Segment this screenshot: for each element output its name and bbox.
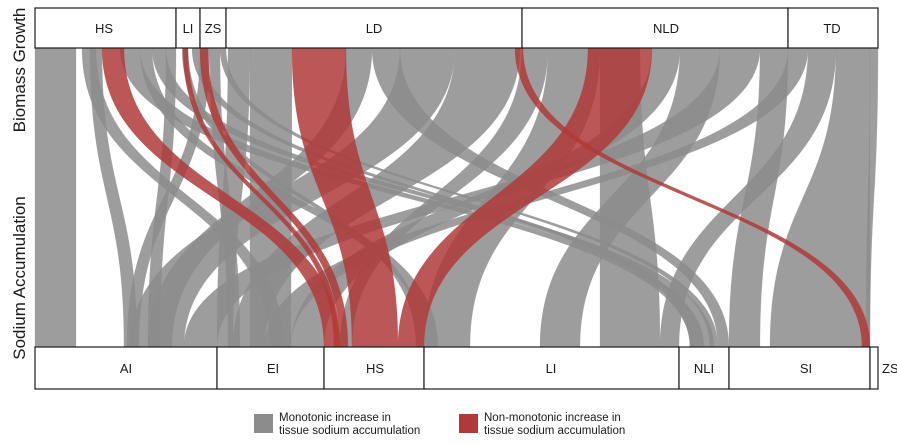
top-category-ld: LD	[225, 7, 523, 49]
bottom-category-label: NLI	[694, 361, 714, 376]
bottom-category-nli: NLI	[678, 346, 730, 390]
top-category-zs: ZS	[199, 7, 227, 49]
bottom-categories: AI EI HS LI NLI SI ZS	[34, 346, 897, 390]
top-category-td: TD	[787, 7, 879, 49]
top-category-label: TD	[823, 21, 840, 36]
bottom-category-label: EI	[267, 361, 279, 376]
monotonic-flows	[34, 47, 879, 348]
bottom-category-label: HS	[366, 361, 384, 376]
legend-non-monotonic: Non-monotonic increase in tissue sodium …	[459, 412, 664, 438]
top-category-li: LI	[175, 7, 201, 49]
bottom-category-hs: HS	[323, 346, 425, 390]
top-category-hs: HS	[34, 7, 177, 49]
top-category-label: NLD	[653, 21, 679, 36]
top-category-label: LD	[366, 21, 383, 36]
bottom-category-ai: AI	[34, 346, 218, 390]
legend-monotonic-line1: Monotonic increase in	[279, 412, 391, 424]
bottom-category-zs: ZS	[869, 346, 897, 390]
top-category-label: HS	[95, 21, 113, 36]
top-categories: HS LI ZS LD NLD TD	[34, 7, 879, 49]
bottom-category-label: SI	[800, 361, 812, 376]
top-category-label: LI	[183, 21, 194, 36]
bottom-category-label: LI	[546, 361, 557, 376]
top-axis-label: Biomass Growth	[10, 8, 29, 133]
bottom-category-ei: EI	[216, 346, 325, 390]
monotonic-flow	[34, 47, 77, 348]
bottom-category-label: AI	[120, 361, 132, 376]
bottom-category-li: LI	[423, 346, 680, 390]
legend-non-monotonic-line2: tissue sodium accumulation	[484, 425, 626, 437]
top-category-label: ZS	[205, 21, 222, 36]
legend-monotonic: Monotonic increase in tissue sodium accu…	[254, 412, 459, 438]
legend-monotonic-swatch	[254, 414, 273, 433]
bottom-axis-label: Sodium Accumulation	[10, 196, 29, 359]
legend-monotonic-line2: tissue sodium accumulation	[279, 425, 421, 437]
bottom-category-label: ZS	[882, 361, 897, 376]
non-monotonic-flows	[101, 47, 871, 348]
legend-non-monotonic-swatch	[459, 414, 478, 433]
legend-non-monotonic-line1: Non-monotonic increase in	[484, 412, 621, 424]
top-category-nld: NLD	[521, 7, 789, 49]
bottom-category-si: SI	[728, 346, 871, 390]
